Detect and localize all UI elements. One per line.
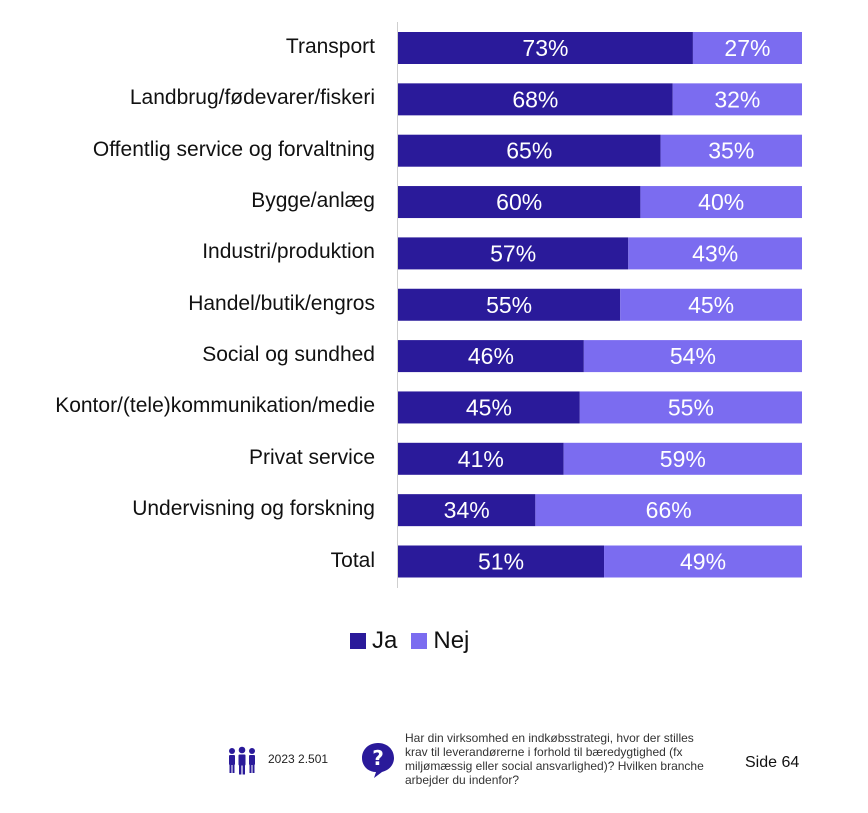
data-label-nej: 27% [724, 35, 770, 61]
category-axis-line [397, 22, 398, 588]
respondents-count: 2023 2.501 [268, 752, 329, 766]
data-label-ja: 41% [458, 446, 504, 472]
data-label-nej: 43% [692, 240, 738, 266]
legend-label-ja: Ja [372, 627, 398, 654]
page-number: Side 64 [745, 754, 800, 771]
bar-nej [563, 442, 802, 475]
legend-swatch-ja [350, 633, 366, 649]
bar-ja [398, 545, 605, 578]
category-label: Total [330, 548, 375, 572]
question-mark-icon: ? [360, 741, 396, 784]
category-label: Handel/butik/engros [188, 291, 375, 315]
category-label: Industri/produktion [202, 240, 375, 264]
data-label-nej: 66% [646, 497, 692, 523]
data-label-nej: 54% [670, 343, 716, 369]
data-label-ja: 73% [522, 35, 568, 61]
data-label-nej: 40% [698, 189, 744, 215]
bar-nej [604, 545, 802, 578]
bars-svg: 73% 27% 68% 32% 65% 35% 60% 40% 57% 43% 55% 45% 46% 5… [398, 32, 802, 578]
data-label-ja: 34% [444, 497, 490, 523]
bar-ja [398, 32, 693, 64]
legend-item-ja: Ja [350, 627, 397, 655]
legend-item-nej: Nej [411, 627, 469, 655]
bar-ja [398, 288, 621, 321]
category-label: Landbrug/fødevarer/fiskeri [129, 86, 375, 110]
bar-nej [583, 340, 802, 373]
data-label-ja: 68% [512, 86, 558, 112]
category-label: Privat service [248, 445, 375, 469]
bar-ja [398, 237, 629, 270]
bar-nej [628, 237, 802, 270]
data-label-ja: 65% [506, 138, 552, 164]
bar-nej [692, 32, 802, 64]
category-label: Undervisning og forskning [132, 497, 375, 521]
bar-nej [660, 134, 802, 167]
data-label-nej: 55% [668, 394, 714, 420]
bar-nej [579, 391, 802, 424]
bar-nej [535, 494, 802, 527]
data-label-ja: 45% [466, 394, 512, 420]
bar-ja [398, 83, 673, 116]
people-icon [226, 745, 258, 782]
data-label-ja: 57% [490, 240, 536, 266]
legend: Ja Nej [350, 627, 483, 655]
svg-text:?: ? [372, 746, 384, 770]
stacked-bar-chart: 73% 27% 68% 32% 65% 35% 60% 40% 57% 43% 55% 45% 46% 5… [55, 22, 802, 588]
bar-nej [620, 288, 802, 321]
data-label-nej: 59% [660, 446, 706, 472]
category-label: Kontor/(tele)kommunikation/medie [55, 394, 375, 418]
bar-ja [398, 134, 661, 167]
category-label: Offentlig service og forvaltning [92, 137, 375, 161]
data-label-ja: 60% [496, 189, 542, 215]
data-label-nej: 45% [688, 292, 734, 318]
bar-ja [398, 442, 564, 475]
category-label: Social og sundhed [202, 343, 375, 367]
bar-nej [640, 186, 802, 219]
data-label-nej: 32% [714, 86, 760, 112]
bar-ja [398, 391, 580, 424]
bar-ja [398, 494, 536, 527]
category-label: Transport [285, 35, 375, 58]
bar-ja [398, 340, 584, 373]
legend-swatch-nej [411, 633, 428, 649]
data-label-ja: 46% [468, 343, 514, 369]
bar-nej [672, 83, 802, 116]
category-label: Bygge/anlæg [251, 189, 375, 213]
data-label-nej: 49% [680, 549, 726, 575]
bar-ja [398, 186, 641, 219]
legend-label-nej: Nej [433, 627, 470, 654]
data-label-nej: 35% [708, 138, 754, 164]
data-label-ja: 55% [486, 292, 532, 318]
data-label-ja: 51% [478, 549, 524, 575]
survey-question: Har din virksomhed en indkøbsstrategi, h… [405, 731, 704, 787]
